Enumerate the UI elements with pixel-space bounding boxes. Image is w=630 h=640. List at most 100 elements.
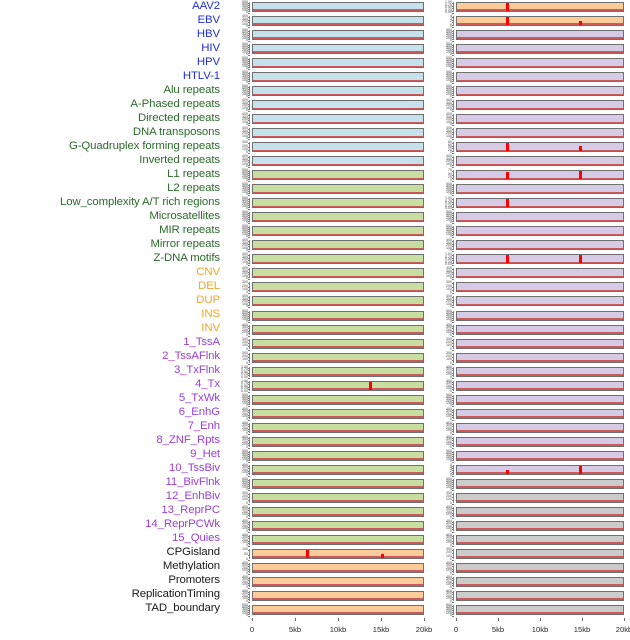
- track-plot-area[interactable]: [456, 324, 624, 335]
- track-plot-area[interactable]: [456, 114, 624, 125]
- track-plot-area[interactable]: [252, 604, 424, 615]
- track-plot-area[interactable]: [456, 30, 624, 41]
- track-plot-area[interactable]: [456, 240, 624, 251]
- track-plot-area[interactable]: [456, 492, 624, 503]
- track-plot-area[interactable]: [456, 296, 624, 307]
- feature-bar[interactable]: [506, 470, 510, 474]
- track-plot-area[interactable]: [252, 72, 424, 83]
- track-plot-area[interactable]: [252, 352, 424, 363]
- track-plot-area[interactable]: [456, 422, 624, 433]
- feature-bar[interactable]: [305, 549, 309, 558]
- track-plot-area[interactable]: [252, 170, 424, 181]
- track-plot-area[interactable]: [252, 534, 424, 545]
- track-plot-area[interactable]: [456, 590, 624, 601]
- track-plot-area[interactable]: [456, 128, 624, 139]
- track-plot-area[interactable]: [456, 380, 624, 391]
- track-plot-area[interactable]: [252, 296, 424, 307]
- track-plot-area[interactable]: [252, 2, 424, 13]
- track-plot-area[interactable]: [252, 226, 424, 237]
- track-plot-area[interactable]: [456, 520, 624, 531]
- feature-bar[interactable]: [506, 171, 510, 180]
- track-plot-area[interactable]: [252, 464, 424, 475]
- track-plot-area[interactable]: [252, 58, 424, 69]
- track-plot-area[interactable]: [456, 436, 624, 447]
- track-plot-area[interactable]: [456, 156, 624, 167]
- track-plot-area[interactable]: [456, 506, 624, 517]
- track-plot-area[interactable]: [252, 338, 424, 349]
- track-plot-area[interactable]: [456, 548, 624, 559]
- track-plot-area[interactable]: [252, 408, 424, 419]
- track-plot-area[interactable]: [456, 142, 624, 153]
- track-plot-area[interactable]: [252, 562, 424, 573]
- track-plot-area[interactable]: [456, 576, 624, 587]
- track-plot-area[interactable]: [252, 86, 424, 97]
- track-plot-area[interactable]: [252, 576, 424, 587]
- feature-bar[interactable]: [506, 3, 510, 12]
- track-plot-area[interactable]: [252, 366, 424, 377]
- track-plot-area[interactable]: [252, 240, 424, 251]
- track-plot-area[interactable]: [456, 170, 624, 181]
- track-plot-area[interactable]: [252, 44, 424, 55]
- track-plot-area[interactable]: [252, 450, 424, 461]
- track-plot-area[interactable]: [252, 254, 424, 265]
- track-plot-area[interactable]: [456, 44, 624, 55]
- track-plot-area[interactable]: [456, 450, 624, 461]
- feature-bar[interactable]: [579, 146, 583, 152]
- track-plot-area[interactable]: [252, 492, 424, 503]
- track-plot-area[interactable]: [252, 310, 424, 321]
- track-plot-area[interactable]: [252, 30, 424, 41]
- track-plot-area[interactable]: [456, 72, 624, 83]
- track-plot-area[interactable]: [456, 310, 624, 321]
- track-plot-area[interactable]: [456, 408, 624, 419]
- track-plot-area[interactable]: [252, 16, 424, 27]
- track-plot-area[interactable]: [252, 268, 424, 279]
- track-plot-area[interactable]: [252, 590, 424, 601]
- track-plot-area[interactable]: [252, 478, 424, 489]
- track-plot-area[interactable]: [252, 506, 424, 517]
- track-plot-area[interactable]: [252, 100, 424, 111]
- track-plot-area[interactable]: [252, 380, 424, 391]
- track-plot-area[interactable]: [252, 114, 424, 125]
- track-plot-area[interactable]: [456, 338, 624, 349]
- track-plot-area[interactable]: [456, 366, 624, 377]
- track-plot-area[interactable]: [456, 478, 624, 489]
- track-plot-area[interactable]: [456, 464, 624, 475]
- track-plot-area[interactable]: [456, 562, 624, 573]
- feature-bar[interactable]: [579, 171, 583, 180]
- track-plot-area[interactable]: [456, 352, 624, 363]
- feature-bar[interactable]: [579, 255, 583, 264]
- track-plot-area[interactable]: [456, 282, 624, 293]
- track-plot-area[interactable]: [252, 156, 424, 167]
- feature-bar[interactable]: [506, 199, 510, 208]
- feature-bar[interactable]: [368, 381, 372, 390]
- feature-bar[interactable]: [506, 255, 510, 264]
- track-plot-area[interactable]: [252, 212, 424, 223]
- track-plot-area[interactable]: [252, 422, 424, 433]
- track-plot-area[interactable]: [252, 184, 424, 195]
- track-plot-area[interactable]: [252, 142, 424, 153]
- track-plot-area[interactable]: [456, 198, 624, 209]
- track-plot-area[interactable]: [456, 16, 624, 27]
- track-plot-area[interactable]: [456, 226, 624, 237]
- track-plot-area[interactable]: [456, 58, 624, 69]
- track-plot-area[interactable]: [252, 436, 424, 447]
- track-plot-area[interactable]: [456, 534, 624, 545]
- feature-bar[interactable]: [380, 554, 384, 558]
- feature-bar[interactable]: [506, 17, 510, 26]
- track-plot-area[interactable]: [252, 548, 424, 559]
- track-plot-area[interactable]: [456, 100, 624, 111]
- track-plot-area[interactable]: [252, 198, 424, 209]
- feature-bar[interactable]: [579, 20, 583, 26]
- track-plot-area[interactable]: [252, 128, 424, 139]
- track-plot-area[interactable]: [252, 394, 424, 405]
- track-plot-area[interactable]: [252, 324, 424, 335]
- track-plot-area[interactable]: [252, 520, 424, 531]
- track-plot-area[interactable]: [456, 212, 624, 223]
- track-plot-area[interactable]: [456, 394, 624, 405]
- track-plot-area[interactable]: [456, 2, 624, 13]
- track-plot-area[interactable]: [456, 254, 624, 265]
- track-plot-area[interactable]: [456, 184, 624, 195]
- track-plot-area[interactable]: [456, 86, 624, 97]
- feature-bar[interactable]: [579, 465, 583, 474]
- track-plot-area[interactable]: [252, 282, 424, 293]
